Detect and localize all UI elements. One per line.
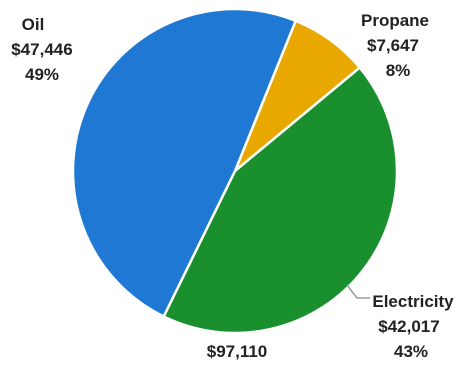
oil-name-label: Oil: [22, 15, 45, 34]
electricity-leader-line: [346, 284, 370, 299]
total-label: $97,110: [207, 342, 268, 361]
pie-slices: [71, 7, 399, 335]
pie-slice-electricity: [162, 66, 399, 335]
pie-slice-oil: [71, 7, 297, 318]
propane-percent-label: 8%: [386, 61, 411, 80]
electricity-percent-label: 43%: [394, 342, 428, 361]
oil-percent-label: 49%: [25, 65, 59, 84]
propane-name-label: Propane: [361, 11, 429, 30]
propane-value-label: $7,647: [367, 36, 419, 55]
electricity-name-label: Electricity: [372, 292, 454, 311]
electricity-value-label: $42,017: [378, 317, 439, 336]
oil-value-label: $47,446: [11, 40, 72, 59]
